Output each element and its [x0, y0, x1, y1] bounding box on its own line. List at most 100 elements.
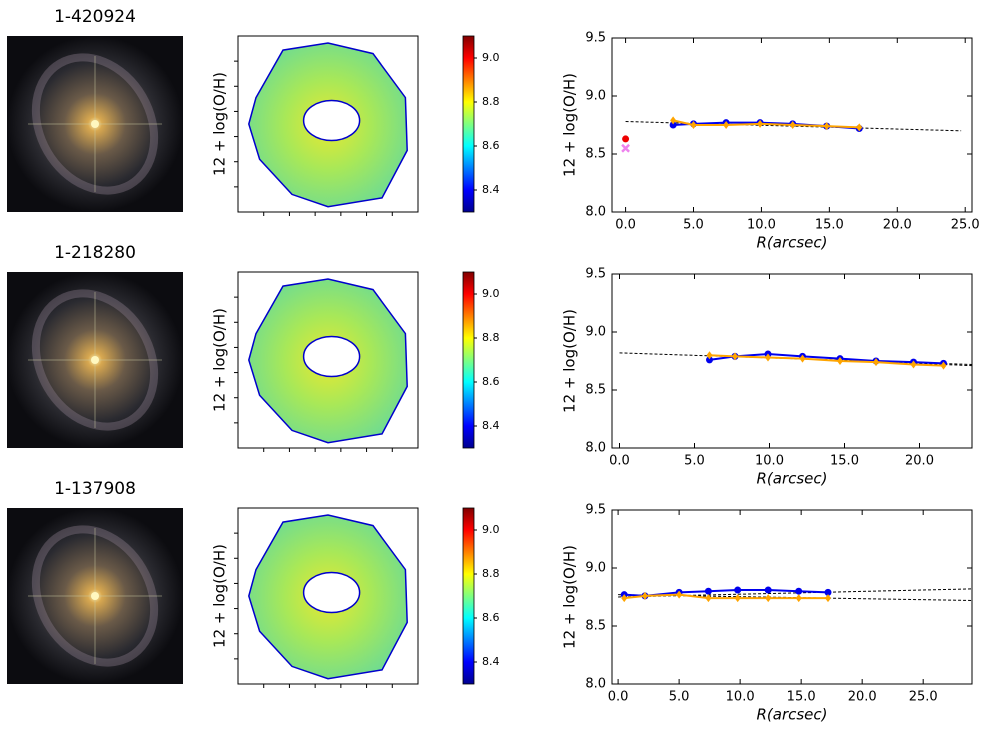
- colorbar-tick-label: 8.4: [482, 183, 500, 196]
- data-point: [823, 122, 830, 131]
- data-point: [704, 587, 712, 595]
- map-frame: [237, 271, 419, 449]
- data-point: [764, 586, 772, 594]
- colorbar-tick-label: 9.0: [482, 523, 500, 536]
- galaxy-id: 1-137908: [54, 479, 136, 499]
- x-tick-label: 15.0: [830, 454, 859, 469]
- galaxy-core: [91, 592, 99, 600]
- y-tick-label: 9.0: [585, 561, 606, 576]
- data-point: [824, 588, 832, 596]
- x-tick-label: 15.0: [787, 690, 816, 705]
- data-point: [622, 135, 630, 143]
- y-axis-label: 12 + log(O/H): [561, 545, 579, 649]
- data-point: [734, 586, 742, 594]
- data-point: [765, 353, 771, 362]
- galaxy-id: 1-218280: [54, 243, 136, 263]
- data-point: [910, 360, 917, 369]
- y-tick-label: 8.5: [585, 147, 606, 162]
- data-point: [621, 594, 628, 603]
- colorbar: [462, 35, 475, 213]
- data-point: [825, 594, 831, 603]
- colorbar-tick-label: 8.8: [482, 567, 500, 580]
- data-point: [765, 594, 772, 603]
- x-tick-label: 20.0: [905, 454, 934, 469]
- colorbar-tick-label: 8.6: [482, 611, 500, 624]
- data-point: [734, 594, 741, 603]
- colorbar-tick-label: 8.4: [482, 419, 500, 432]
- fit-line: [618, 588, 973, 598]
- galaxy-core: [91, 356, 99, 364]
- y-axis-label: 12 + log(O/H): [561, 309, 579, 413]
- x-tick-label: 20.0: [848, 690, 877, 705]
- profile-line: [624, 593, 828, 600]
- data-point: [641, 591, 648, 600]
- y-tick-label: 9.0: [585, 325, 606, 340]
- y-tick-label: 8.5: [585, 619, 606, 634]
- x-tick-label: 10.0: [726, 690, 755, 705]
- data-point: [757, 119, 764, 128]
- data-point: [799, 354, 806, 363]
- x-tick-label: 0.0: [609, 454, 630, 469]
- plot-frame: [611, 273, 973, 449]
- y-tick-label: 8.0: [585, 441, 606, 456]
- data-point: [621, 143, 630, 153]
- x-tick-label: 0.0: [608, 690, 629, 705]
- x-axis-label: R(arcsec): [756, 470, 827, 488]
- profile-line: [709, 353, 944, 365]
- x-tick-label: 5.0: [669, 690, 690, 705]
- y-tick-label: 9.0: [585, 89, 606, 104]
- map-hole: [302, 99, 361, 142]
- x-tick-label: 25.0: [951, 218, 980, 233]
- y-tick-label: 8.0: [585, 205, 606, 220]
- y-tick-label: 8.5: [585, 383, 606, 398]
- y-tick-label: 9.5: [585, 503, 606, 518]
- colorbar-tick-label: 8.8: [482, 95, 500, 108]
- data-point: [856, 123, 863, 132]
- colorbar-tick-label: 8.4: [482, 655, 500, 668]
- map-frame: [237, 507, 419, 685]
- data-point: [670, 116, 677, 125]
- map-hole: [302, 571, 361, 614]
- galaxy-core: [91, 120, 99, 128]
- colorbar: [462, 271, 475, 449]
- data-point: [690, 121, 697, 129]
- colorbar-tick-label: 9.0: [482, 51, 500, 64]
- map-frame: [237, 35, 419, 213]
- y-tick-label: 8.0: [585, 677, 606, 692]
- data-point: [873, 358, 879, 367]
- data-point: [789, 121, 796, 129]
- data-point: [837, 357, 843, 365]
- colorbar-tick-label: 8.8: [482, 331, 500, 344]
- colorbar-tick-label: 9.0: [482, 287, 500, 300]
- profile-line: [709, 354, 944, 367]
- colorbar-tick-label: 8.6: [482, 375, 500, 388]
- x-tick-label: 5.0: [683, 218, 704, 233]
- x-tick-label: 10.0: [747, 218, 776, 233]
- data-point: [940, 361, 947, 370]
- map-hole: [302, 335, 361, 378]
- galaxy-id: 1-420924: [54, 7, 136, 27]
- y-axis-label: 12 + log(O/H): [211, 72, 229, 176]
- galaxy-arm: [31, 289, 159, 431]
- plot-frame: [611, 509, 973, 685]
- data-point: [732, 352, 738, 361]
- data-point: [795, 587, 803, 595]
- y-tick-label: 9.5: [585, 267, 606, 282]
- x-tick-label: 25.0: [909, 690, 938, 705]
- x-axis-label: R(arcsec): [756, 706, 827, 724]
- x-tick-label: 0.0: [615, 218, 636, 233]
- x-tick-label: 15.0: [815, 218, 844, 233]
- galaxy-arm: [31, 53, 159, 195]
- y-axis-label: 12 + log(O/H): [211, 544, 229, 648]
- colorbar-tick-label: 8.6: [482, 139, 500, 152]
- plot-frame: [611, 37, 973, 213]
- x-tick-label: 10.0: [755, 454, 784, 469]
- data-point: [705, 594, 712, 603]
- y-axis-label: 12 + log(O/H): [211, 308, 229, 412]
- data-point: [706, 351, 713, 360]
- x-tick-label: 5.0: [684, 454, 705, 469]
- data-point: [795, 594, 802, 603]
- data-point: [676, 590, 683, 599]
- y-axis-label: 12 + log(O/H): [561, 73, 579, 177]
